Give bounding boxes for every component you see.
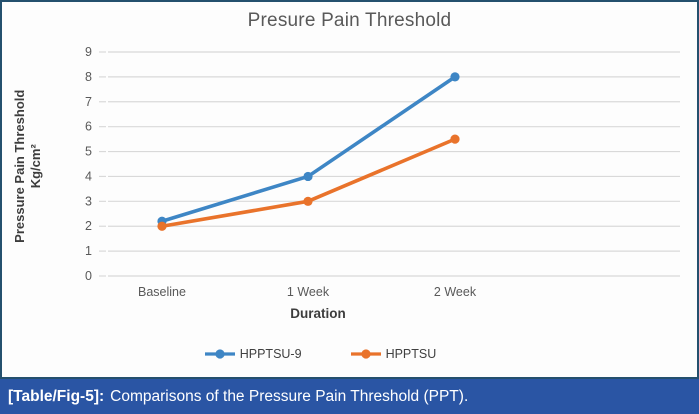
legend-label: HPPTSU-9: [239, 347, 302, 361]
legend-item-hpptsu: HPPTSU: [350, 347, 437, 361]
caption-label: [Table/Fig-5]:: [8, 387, 105, 405]
svg-text:9: 9: [85, 45, 92, 59]
y-axis-unit: Kg/cm²: [28, 144, 43, 189]
svg-text:3: 3: [85, 194, 92, 208]
legend: HPPTSU-9 HPPTSU: [0, 347, 640, 361]
chart-frame: [0, 0, 699, 379]
svg-text:1 Week: 1 Week: [287, 285, 330, 299]
chart-title: Presure Pain Threshold: [247, 10, 452, 31]
svg-text:4: 4: [85, 169, 92, 183]
x-axis-title: Duration: [290, 306, 346, 321]
svg-text:1: 1: [85, 244, 92, 258]
line-marker-icon: [204, 349, 235, 359]
caption-text: Comparisons of the Pressure Pain Thresho…: [110, 387, 469, 405]
svg-text:8: 8: [85, 70, 92, 84]
svg-text:Baseline: Baseline: [138, 285, 186, 299]
legend-label: HPPTSU: [385, 347, 437, 361]
y-axis-title-text: Pressure Pain Threshold: [11, 89, 27, 243]
svg-text:0: 0: [85, 269, 92, 283]
figure-caption: [Table/Fig-5]: Comparisons of the Pressu…: [0, 379, 699, 414]
svg-text:2 Week: 2 Week: [434, 285, 477, 299]
plot-area: 0 1 2 3 4 5 6 7 8 9 Baseline 1 Week 2 Week: [85, 45, 680, 299]
svg-text:2: 2: [85, 219, 92, 233]
y-axis-title: Pressure Pain Threshold Kg/cm²: [12, 58, 45, 274]
svg-text:7: 7: [85, 95, 92, 109]
svg-text:5: 5: [85, 145, 92, 159]
line-marker-icon: [350, 349, 381, 359]
svg-text:6: 6: [85, 120, 92, 134]
legend-item-hpptsu9: HPPTSU-9: [204, 347, 302, 361]
